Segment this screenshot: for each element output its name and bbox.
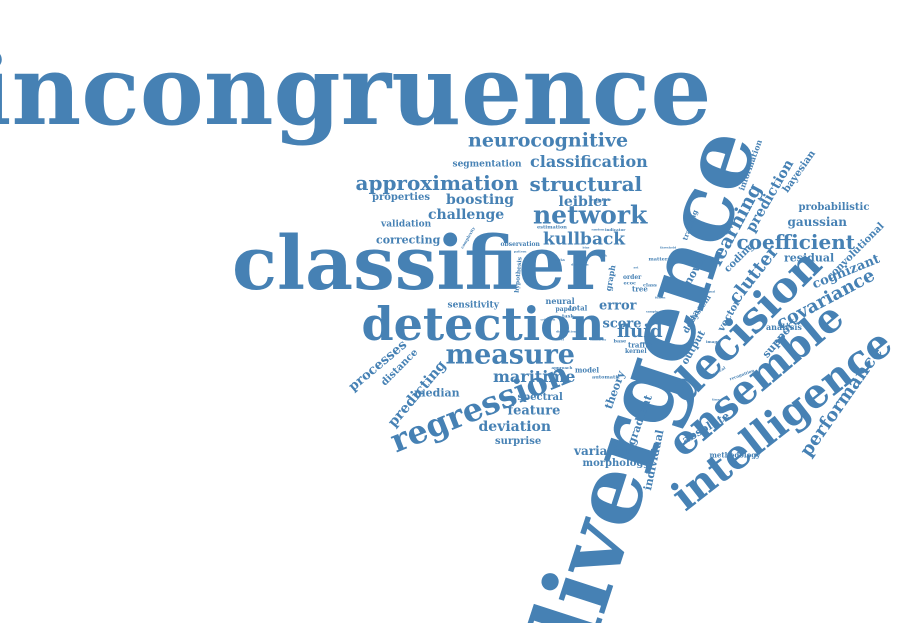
- word-neural: neural: [545, 296, 575, 306]
- word-challenge: challenge: [428, 207, 505, 223]
- word-spectral: spectral: [517, 392, 563, 403]
- word-maritime: maritime: [493, 367, 576, 386]
- word-median: median: [414, 386, 460, 400]
- word-morphology: morphology: [582, 458, 650, 469]
- word-structural: structural: [529, 172, 643, 196]
- word-similarity: similarity: [590, 337, 607, 342]
- word-image: image: [706, 339, 720, 344]
- word-pattern: pattern: [514, 249, 527, 254]
- word-dimension: dimension: [571, 262, 589, 267]
- word-class: class: [643, 282, 657, 289]
- word-tree: tree: [632, 284, 648, 294]
- word-sample: sample: [646, 309, 658, 314]
- word-score: score: [602, 316, 642, 332]
- word-observation: observation: [500, 241, 540, 248]
- word-criterion: criterion: [540, 317, 556, 322]
- word-random: random: [591, 227, 605, 232]
- word-level: level: [556, 337, 564, 342]
- word-automatic: automatic: [592, 374, 621, 381]
- word-base: base: [613, 338, 627, 345]
- word-measure: measure: [445, 339, 575, 371]
- word-set: set: [633, 265, 639, 270]
- word-error: error: [599, 298, 637, 314]
- word-task: task: [562, 313, 574, 320]
- word-variation: variation: [574, 444, 635, 458]
- word-model: model: [575, 365, 600, 375]
- word-gaussian: gaussian: [787, 215, 847, 229]
- word-distribution: distribution: [556, 329, 577, 334]
- word-graph: graph: [602, 264, 618, 292]
- word-technique: technique: [589, 197, 612, 202]
- word-signal: signal: [705, 289, 716, 294]
- word-estimation: estimation: [537, 224, 567, 231]
- word-kullback: kullback: [543, 229, 626, 250]
- word-leibler: leibler: [558, 194, 610, 210]
- word-segmentation: segmentation: [452, 159, 522, 170]
- word-total: total: [569, 303, 588, 313]
- word-matter: matter: [648, 256, 668, 263]
- word-properties: properties: [372, 192, 430, 203]
- word-indicator: indicator: [605, 227, 626, 232]
- word-surprise: surprise: [495, 436, 542, 447]
- word-link: link: [600, 253, 608, 258]
- word-methodology: methodology: [709, 450, 761, 460]
- word-fusion: fusion: [655, 295, 666, 300]
- word-threshold: threshold: [660, 245, 677, 250]
- word-feature: feature: [507, 403, 561, 419]
- word-validation: validation: [381, 219, 432, 230]
- word-classifier: classifier: [232, 221, 605, 307]
- word-sensitivity: sensitivity: [447, 300, 499, 311]
- word-data: data: [555, 257, 565, 262]
- word-classification: classification: [530, 152, 648, 171]
- word-detection: detection: [361, 297, 605, 351]
- word-approach: approach: [551, 365, 573, 370]
- word-approximation: approximation: [355, 171, 519, 195]
- word-order: order: [623, 274, 642, 281]
- word-time: time: [712, 397, 720, 402]
- word-ecoc: ecoc: [623, 280, 637, 287]
- word-probabilistic: probabilistic: [798, 202, 870, 213]
- word-coefficient: coefficient: [736, 230, 856, 254]
- word-kernel: kernel: [625, 348, 647, 355]
- word-residual: residual: [784, 251, 835, 265]
- word-traffic: traffic: [628, 340, 653, 350]
- word-analysis: analysis: [766, 322, 802, 332]
- word-boosting: boosting: [446, 192, 515, 208]
- word-incongruence: incongruence: [0, 34, 712, 147]
- word-bias: bias: [582, 245, 590, 250]
- word-network: network: [533, 200, 648, 230]
- word-correcting: correcting: [376, 233, 441, 247]
- word-deviation: deviation: [478, 419, 552, 435]
- word-paper: paper: [555, 306, 575, 313]
- word-neurocognitive: neurocognitive: [468, 129, 629, 152]
- word-fluid: fluid: [617, 321, 663, 342]
